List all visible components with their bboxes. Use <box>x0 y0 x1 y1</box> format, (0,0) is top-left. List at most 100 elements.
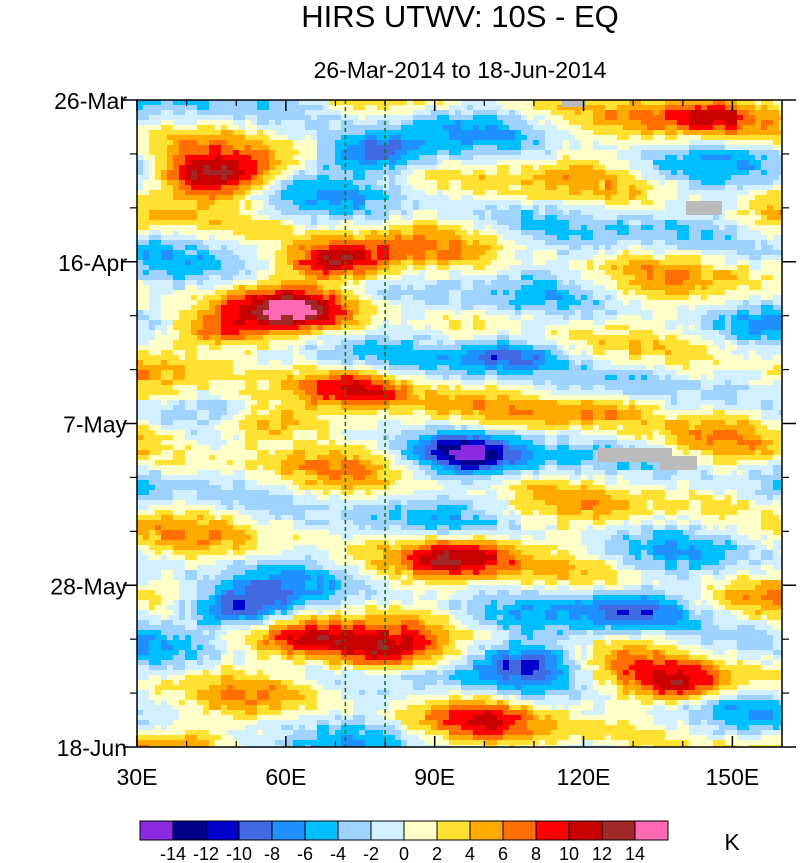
field-cell <box>359 315 366 321</box>
field-cell <box>527 220 534 226</box>
field-cell <box>545 275 552 281</box>
field-cell <box>599 315 606 321</box>
field-cell <box>545 215 552 221</box>
field-cell <box>719 140 726 146</box>
field-cell <box>539 275 546 281</box>
field-cell <box>383 190 390 196</box>
field-cell <box>299 240 306 246</box>
field-cell <box>455 190 462 196</box>
field-cell <box>449 220 456 226</box>
field-cell <box>407 265 414 271</box>
field-cell <box>383 230 390 236</box>
field-cell <box>215 275 222 281</box>
field-cell <box>629 235 636 241</box>
field-cell <box>545 175 552 181</box>
field-cell <box>509 160 516 166</box>
field-cell <box>719 110 726 116</box>
field-cell <box>485 160 492 166</box>
field-cell <box>455 155 462 161</box>
field-cell <box>671 125 678 131</box>
field-cell <box>629 170 636 176</box>
field-cell <box>737 220 744 226</box>
field-cell <box>359 295 366 301</box>
field-cell <box>569 320 576 326</box>
field-cell <box>221 115 228 121</box>
field-cell <box>455 210 462 216</box>
field-cell <box>575 240 582 246</box>
field-cell <box>713 280 720 286</box>
field-cell <box>323 315 330 321</box>
field-cell <box>425 155 432 161</box>
field-cell <box>239 185 246 191</box>
field-cell <box>719 190 726 196</box>
field-cell <box>689 270 696 276</box>
field-cell <box>665 245 672 251</box>
field-cell <box>545 245 552 251</box>
field-cell <box>311 175 318 181</box>
field-cell <box>533 310 540 316</box>
field-cell <box>377 295 384 301</box>
field-cell <box>779 260 782 266</box>
field-cell <box>161 205 168 211</box>
field-cell <box>377 195 384 201</box>
field-cell <box>725 300 732 306</box>
field-cell <box>323 110 330 116</box>
field-cell <box>503 290 510 296</box>
field-cell <box>383 305 390 311</box>
field-cell <box>413 165 420 171</box>
field-cell <box>755 135 762 141</box>
field-cell <box>557 130 564 136</box>
field-cell <box>587 215 594 221</box>
field-cell <box>269 170 276 176</box>
field-cell <box>371 100 378 106</box>
field-cell <box>527 260 534 266</box>
field-cell <box>437 305 444 311</box>
field-cell <box>737 110 744 116</box>
field-cell <box>275 220 282 226</box>
field-cell <box>671 150 678 156</box>
field-cell <box>437 295 444 301</box>
field-cell <box>137 300 144 306</box>
field-cell <box>551 130 558 136</box>
field-cell <box>347 305 354 311</box>
field-cell <box>269 295 276 301</box>
field-cell <box>521 260 528 266</box>
field-cell <box>521 300 528 306</box>
field-cell <box>701 290 708 296</box>
field-cell <box>467 160 474 166</box>
field-cell <box>245 255 252 261</box>
field-cell <box>593 220 600 226</box>
field-cell <box>743 215 750 221</box>
field-cell <box>629 260 636 266</box>
field-cell <box>743 265 750 271</box>
field-cell <box>455 205 462 211</box>
field-cell <box>617 270 624 276</box>
field-cell <box>563 195 570 201</box>
field-cell <box>269 270 276 276</box>
field-cell <box>371 215 378 221</box>
field-cell <box>647 270 654 276</box>
field-cell <box>395 300 402 306</box>
field-cell <box>623 130 630 136</box>
field-cell <box>635 215 642 221</box>
field-cell <box>143 210 150 216</box>
field-cell <box>353 280 360 286</box>
field-cell <box>221 310 228 316</box>
field-cell <box>287 155 294 161</box>
field-cell <box>203 295 210 301</box>
field-cell <box>665 125 672 131</box>
field-cell <box>755 230 762 236</box>
field-cell <box>155 145 162 151</box>
field-cell <box>455 320 462 326</box>
field-cell <box>353 175 360 181</box>
field-cell <box>725 185 732 191</box>
field-cell <box>569 175 576 181</box>
field-cell <box>365 170 372 176</box>
field-cell <box>689 225 696 231</box>
field-cell <box>503 150 510 156</box>
field-cell <box>773 155 780 161</box>
field-cell <box>623 140 630 146</box>
field-cell <box>329 280 336 286</box>
field-cell <box>779 325 782 331</box>
field-cell <box>695 245 702 251</box>
